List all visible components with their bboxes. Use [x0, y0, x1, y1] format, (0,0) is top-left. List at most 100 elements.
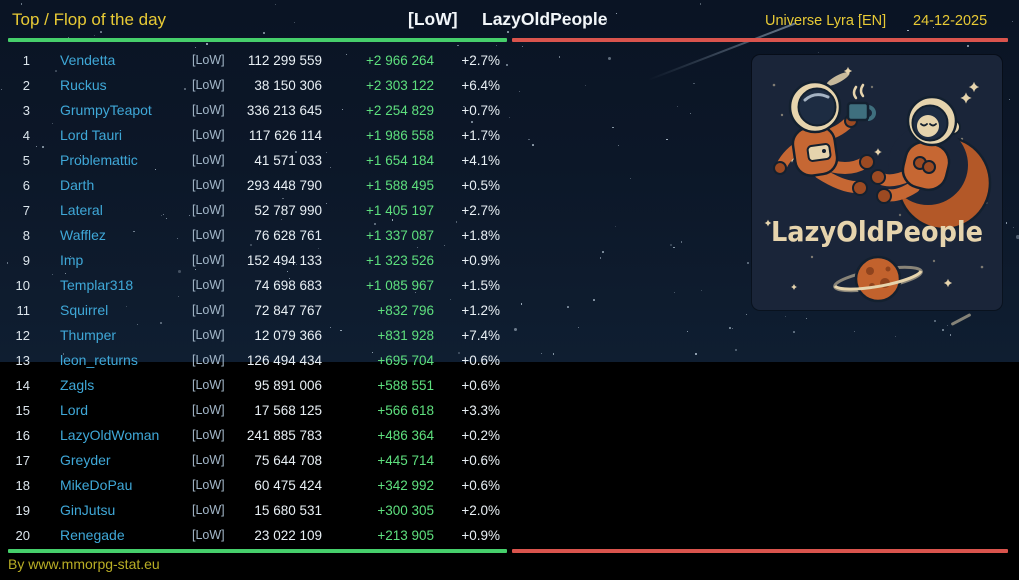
cell-name[interactable]: Lateral [60, 202, 103, 218]
meteor-streak-icon [950, 313, 972, 326]
cell-percent: +0.6% [461, 478, 500, 493]
cell-score: 74 698 683 [254, 278, 322, 293]
cell-name[interactable]: MikeDoPau [60, 477, 133, 493]
cell-score: 38 150 306 [254, 78, 322, 93]
cell-gain: +1 337 087 [366, 228, 434, 243]
cell-name[interactable]: Ruckus [60, 77, 107, 93]
cell-rank: 8 [22, 228, 30, 243]
cell-percent: +3.3% [461, 403, 500, 418]
cell-score: 52 787 990 [254, 203, 322, 218]
cell-name[interactable]: Squirrel [60, 302, 109, 318]
cell-percent: +0.6% [461, 378, 500, 393]
cell-percent: +1.2% [461, 303, 500, 318]
universe-label: Universe Lyra [EN] [765, 13, 887, 29]
cell-gain: +2 254 829 [366, 103, 434, 118]
cell-rank: 14 [15, 378, 30, 393]
cell-tag: [LoW] [192, 103, 225, 117]
cell-score: 41 571 033 [254, 153, 322, 168]
cell-tag: [LoW] [192, 328, 225, 342]
table-row: 14 Zagls [LoW] 95 891 006 +588 551 +0.6% [0, 373, 512, 398]
cell-rank: 9 [22, 253, 30, 268]
credit-link[interactable]: By www.mmorpg-stat.eu [8, 556, 160, 572]
cell-gain: +2 303 122 [366, 78, 434, 93]
cell-gain: +832 796 [377, 303, 434, 318]
leaderboard-table: 1 Vendetta [LoW] 112 299 559 +2 966 264 +2.7%… [0, 48, 512, 548]
cell-tag: [LoW] [192, 53, 225, 67]
cell-percent: +0.5% [461, 178, 500, 193]
cell-percent: +1.7% [461, 128, 500, 143]
cell-rank: 1 [22, 53, 30, 68]
sparkle-icons [764, 66, 988, 291]
cell-name[interactable]: Greyder [60, 452, 111, 468]
table-row: 17 Greyder [LoW] 75 644 708 +445 714 +0.6% [0, 448, 512, 473]
cell-score: 75 644 708 [254, 453, 322, 468]
cell-percent: +1.5% [461, 278, 500, 293]
cell-gain: +1 085 967 [366, 278, 434, 293]
cell-tag: [LoW] [192, 528, 225, 542]
table-row: 20 Renegade [LoW] 23 022 109 +213 905 +0.9% [0, 523, 512, 548]
cell-score: 76 628 761 [254, 228, 322, 243]
cell-name[interactable]: leon_returns [60, 352, 138, 368]
cell-gain: +1 986 558 [366, 128, 434, 143]
cell-tag: [LoW] [192, 153, 225, 167]
cell-percent: +7.4% [461, 328, 500, 343]
cell-percent: +6.4% [461, 78, 500, 93]
cell-name[interactable]: Vendetta [60, 52, 116, 68]
table-row: 4 Lord Tauri [LoW] 117 626 114 +1 986 558 +1.… [0, 123, 512, 148]
cell-name[interactable]: Lord Tauri [60, 127, 123, 143]
table-row: 16 LazyOldWoman [LoW] 241 885 783 +486 364 +0… [0, 423, 512, 448]
cell-name[interactable]: Thumper [60, 327, 117, 343]
cell-tag: [LoW] [192, 228, 225, 242]
cell-name[interactable]: Problemattic [60, 152, 138, 168]
alliance-logo-art: LazyOldPeople [752, 55, 1002, 310]
cell-score: 95 891 006 [254, 378, 322, 393]
cell-gain: +1 654 184 [366, 153, 434, 168]
cell-rank: 19 [15, 503, 30, 518]
cell-tag: [LoW] [192, 353, 225, 367]
cell-score: 112 299 559 [247, 53, 322, 68]
cell-score: 152 494 133 [246, 253, 322, 268]
cell-tag: [LoW] [192, 478, 225, 492]
cell-name[interactable]: LazyOldWoman [60, 427, 160, 443]
table-row: 8 Wafflez [LoW] 76 628 761 +1 337 087 +1.8% [0, 223, 512, 248]
table-row: 18 MikeDoPau [LoW] 60 475 424 +342 992 +0.6% [0, 473, 512, 498]
table-row: 5 Problemattic [LoW] 41 571 033 +1 654 184 +4… [0, 148, 512, 173]
alliance-name: LazyOldPeople [482, 9, 608, 29]
header-divider-green [8, 38, 507, 42]
cell-name[interactable]: GinJutsu [60, 502, 116, 518]
cell-percent: +0.6% [461, 453, 500, 468]
cell-gain: +300 305 [377, 503, 434, 518]
cell-name[interactable]: Renegade [60, 527, 125, 543]
table-row: 7 Lateral [LoW] 52 787 990 +1 405 197 +2.7% [0, 198, 512, 223]
cell-name[interactable]: GrumpyTeapot [60, 102, 152, 118]
cell-name[interactable]: Imp [60, 252, 84, 268]
cell-name[interactable]: Lord [60, 402, 89, 418]
cell-score: 293 448 790 [246, 178, 322, 193]
table-row: 10 Templar318 [LoW] 74 698 683 +1 085 967 +1.… [0, 273, 512, 298]
cell-gain: +486 364 [377, 428, 434, 443]
cell-name[interactable]: Darth [60, 177, 95, 193]
cell-percent: +2.0% [461, 503, 500, 518]
cell-tag: [LoW] [192, 203, 225, 217]
cell-tag: [LoW] [192, 503, 225, 517]
cell-name[interactable]: Templar318 [60, 277, 134, 293]
table-row: 13 leon_returns [LoW] 126 494 434 +695 704 +0… [0, 348, 512, 373]
astronaut-coffee-icon [773, 80, 876, 196]
cell-gain: +1 588 495 [366, 178, 434, 193]
cell-rank: 13 [15, 353, 30, 368]
cell-percent: +2.7% [461, 203, 500, 218]
cell-name[interactable]: Wafflez [60, 227, 106, 243]
cell-name[interactable]: Zagls [60, 377, 95, 393]
cell-rank: 5 [22, 153, 30, 168]
table-row: 2 Ruckus [LoW] 38 150 306 +2 303 122 +6.4% [0, 73, 512, 98]
cell-tag: [LoW] [192, 428, 225, 442]
cell-rank: 18 [15, 478, 30, 493]
cell-score: 72 847 767 [254, 303, 322, 318]
alliance-tag: [LoW] [408, 9, 458, 29]
table-row: 12 Thumper [LoW] 12 079 366 +831 928 +7.4% [0, 323, 512, 348]
cell-gain: +1 323 526 [366, 253, 434, 268]
planet-icon [833, 255, 923, 303]
cell-gain: +445 714 [377, 453, 434, 468]
cell-tag: [LoW] [192, 303, 225, 317]
